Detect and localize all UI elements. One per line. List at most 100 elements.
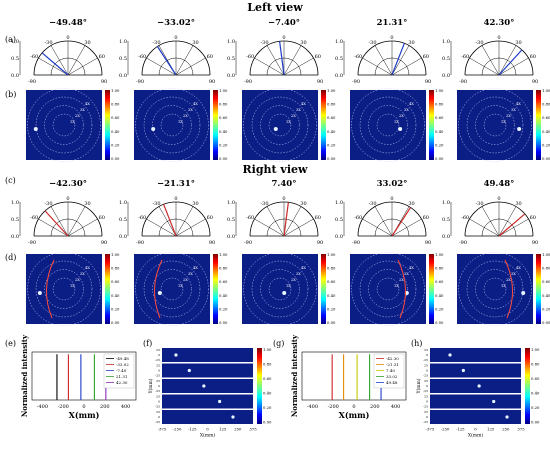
focal-spot (282, 291, 287, 295)
polar-angle-label: 90 (209, 240, 215, 246)
colorbar-label: 1.00 (263, 347, 272, 352)
polar-angle-label: -90 (28, 240, 36, 246)
x-tick-label: -400 (37, 404, 48, 410)
focal-spot (174, 353, 178, 357)
ring-label: 4X (409, 102, 414, 106)
colorbar-label: 0.20 (219, 142, 228, 147)
polar-radial-label: 0.0 (442, 73, 450, 79)
polar-angle-label: -30 (260, 40, 268, 46)
ring-label: 3X (404, 272, 409, 276)
polar-angle-label: 90 (317, 79, 323, 85)
ring-label: 3X (188, 272, 193, 276)
beam-direction-line (391, 207, 412, 237)
colorbar-label: 0.00 (219, 156, 228, 161)
ring-label: 3X (511, 272, 516, 276)
y-tick-label: 0 (158, 400, 160, 404)
y-axis-label: Y(mm) (147, 378, 154, 394)
y-tick-label: 25 (156, 364, 160, 368)
colorbar-label: 0.20 (531, 405, 540, 410)
y-tick-label: -25 (155, 389, 160, 393)
colorbar-label: 0.80 (435, 266, 444, 271)
focal-ring (359, 96, 417, 154)
panel-letter-g: (g) (273, 339, 284, 348)
x-tick-label: 0 (82, 404, 85, 410)
x-tick-label: -125 (188, 427, 197, 432)
x-tick-label: 400 (121, 404, 131, 410)
polar-spoke (67, 206, 86, 237)
colorbar-label: 0.60 (219, 279, 228, 284)
x-tick-label: 375 (249, 427, 257, 432)
x-tick-label: 0 (474, 427, 477, 432)
focal-ring (368, 105, 408, 145)
colorbar-label: 1.00 (111, 252, 120, 257)
x-axis-label: X(mm) (468, 432, 483, 439)
x-axis-label: X(mm) (339, 410, 370, 420)
ring-label: 1X (286, 284, 291, 288)
polar-angle-label: -60 (354, 54, 362, 60)
legend-label: 42.30 (116, 380, 128, 385)
focal-ring (376, 113, 400, 137)
colorbar-label: 0.60 (111, 115, 120, 120)
ring-label: 1X (394, 284, 399, 288)
angle-title: −7.40° (268, 18, 300, 28)
colorbar-label: 0.80 (219, 102, 228, 107)
polar-radial-label: 1.0 (227, 39, 235, 45)
strip-field (162, 348, 253, 362)
focal-ring (260, 269, 300, 309)
polar-angle-label: 0 (282, 35, 285, 41)
polar-angle-label: 30 (84, 40, 90, 46)
polar-angle-label: 90 (532, 79, 538, 85)
polar-spoke (50, 45, 69, 76)
colorbar-label: 0.00 (542, 320, 550, 325)
colorbar-label: 0.60 (542, 279, 550, 284)
y-tick-label: 25 (156, 348, 160, 352)
ring-label: 4X (193, 102, 198, 106)
focal-ring (52, 113, 76, 137)
polar-angle-label: -90 (28, 79, 36, 85)
beam-direction-line (283, 202, 289, 237)
strip-field (430, 410, 521, 424)
ring-label: 2X (75, 114, 80, 118)
polar-spoke (146, 57, 177, 76)
colorbar-label: 0.00 (435, 320, 444, 325)
polar-angle-label: 0 (282, 196, 285, 202)
focal-spot (477, 384, 481, 388)
focal-ring (260, 105, 300, 145)
colorbar (213, 254, 218, 324)
y-tick-label: -25 (423, 374, 428, 378)
polar-angle-label: 0 (174, 196, 177, 202)
ring-label: 3X (296, 272, 301, 276)
polar-spoke (266, 206, 285, 237)
y-axis-label: Normalized intensity (20, 334, 29, 417)
polar-angle-label: 0 (66, 35, 69, 41)
angle-title: 49.48° (484, 179, 515, 189)
focal-spot (157, 291, 162, 295)
colorbar-label: 0.40 (531, 391, 540, 396)
focal-ring (475, 105, 515, 145)
heatmap-field (134, 254, 210, 324)
heatmap-field (457, 90, 533, 160)
legend-label: 33.02 (386, 374, 398, 379)
x-tick-label: -375 (426, 427, 435, 432)
section-title-left: Left view (247, 1, 303, 14)
polar-angle-label: 30 (300, 40, 306, 46)
polar-spoke (38, 57, 69, 76)
colorbar-label: 1.00 (327, 252, 336, 257)
polar-angle-label: -90 (459, 79, 467, 85)
polar-angle-label: 60 (207, 215, 213, 221)
polar-radial-label: 0.0 (119, 234, 127, 240)
polar-angle-label: -90 (244, 240, 252, 246)
polar-spoke (254, 218, 285, 237)
heatmap-field (242, 254, 318, 324)
focal-spot (187, 368, 191, 373)
polar-angle-label: -30 (368, 40, 376, 46)
polar-radial-label: 1.0 (442, 200, 450, 206)
angle-title: 7.40° (272, 179, 297, 189)
ring-label: 2X (506, 114, 511, 118)
y-tick-label: 25 (424, 348, 428, 352)
polar-angle-label: -30 (152, 201, 160, 207)
polar-angle-label: 90 (317, 240, 323, 246)
strip-field (430, 348, 521, 362)
colorbar-label: 0.20 (327, 142, 336, 147)
